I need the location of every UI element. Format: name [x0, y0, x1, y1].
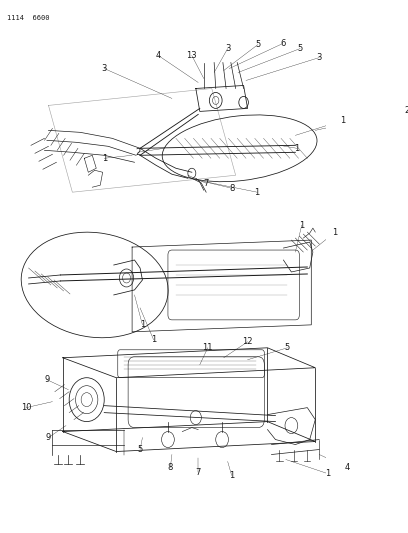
Text: 2: 2: [404, 106, 408, 115]
Text: 1: 1: [102, 154, 107, 163]
Text: 5: 5: [137, 445, 143, 454]
Text: 3: 3: [317, 53, 322, 62]
Text: 8: 8: [229, 184, 234, 193]
Text: 7: 7: [204, 179, 209, 188]
Text: 1: 1: [341, 116, 346, 125]
Text: 3: 3: [102, 64, 107, 73]
Text: 1: 1: [333, 228, 338, 237]
Text: 5: 5: [255, 40, 261, 49]
Text: 1114  6600: 1114 6600: [7, 15, 49, 21]
Text: 9: 9: [44, 375, 49, 384]
Text: 1: 1: [294, 144, 299, 153]
Text: 1: 1: [255, 188, 260, 197]
Text: 11: 11: [202, 343, 213, 352]
Text: 3: 3: [225, 44, 231, 53]
Text: 1: 1: [299, 221, 304, 230]
Text: 7: 7: [195, 468, 201, 477]
Text: 5: 5: [297, 44, 303, 53]
Text: 10: 10: [21, 403, 31, 412]
Text: 2: 2: [135, 148, 140, 157]
Text: 1: 1: [229, 471, 234, 480]
Text: 13: 13: [186, 51, 197, 60]
Text: 4: 4: [344, 463, 350, 472]
Text: 4: 4: [156, 51, 161, 60]
Text: 1: 1: [140, 320, 145, 329]
Text: 8: 8: [168, 463, 173, 472]
Text: 5: 5: [285, 343, 290, 352]
Text: 12: 12: [242, 337, 253, 346]
Text: 9: 9: [46, 433, 51, 442]
Text: 1: 1: [151, 335, 156, 344]
Text: 6: 6: [280, 39, 285, 48]
Text: 1: 1: [325, 469, 330, 478]
